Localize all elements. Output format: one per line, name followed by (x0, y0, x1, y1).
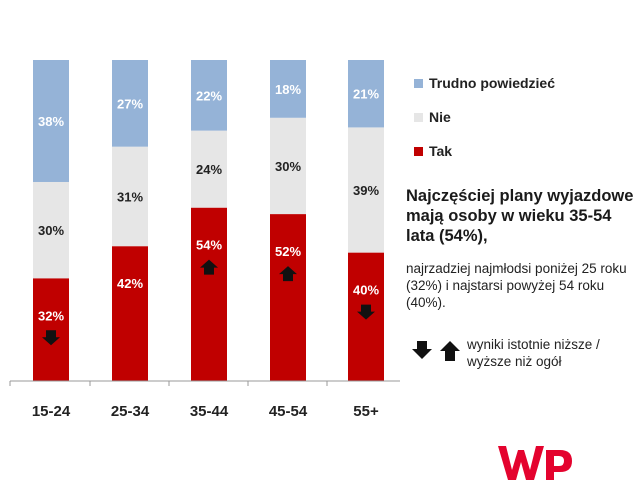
value-label-tak-35-44: 54% (196, 238, 222, 253)
legend-label-trudno: Trudno powiedzieć (429, 75, 556, 91)
legend-swatch-trudno (414, 78, 423, 88)
bar-nie-25-34 (112, 146, 148, 247)
value-label-nie-15-24: 30% (38, 223, 64, 238)
bar-tak-35-44 (191, 207, 227, 381)
legend-item-nie: Nie (414, 100, 555, 134)
bar-trudno-powiedzieć-35-44 (191, 60, 227, 131)
value-label-trudno-powiedzieć-25-34: 27% (117, 96, 143, 111)
x-tick-label-55+: 55+ (353, 403, 379, 420)
arrow-up-icon (279, 266, 297, 282)
x-tick-label-25-34: 25-34 (111, 403, 150, 420)
value-label-nie-55+: 39% (353, 183, 379, 198)
legend-item-tak: Tak (414, 134, 555, 168)
bar-tak-15-24 (33, 278, 69, 381)
legend-swatch-nie (414, 112, 423, 122)
value-label-nie-25-34: 31% (117, 189, 143, 204)
bar-trudno-powiedzieć-55+ (348, 60, 384, 128)
wp-logo (498, 446, 572, 480)
bar-tak-25-34 (112, 246, 148, 381)
headline-text: Najczęściej plany wyjazdowe mają osoby w… (406, 187, 634, 245)
legend-label-nie: Nie (429, 109, 451, 125)
value-label-trudno-powiedzieć-35-44: 22% (196, 88, 222, 103)
note-arrows (412, 341, 460, 361)
value-label-trudno-powiedzieć-45-54: 18% (275, 82, 301, 97)
arrow-down-icon (42, 330, 60, 346)
bar-nie-45-54 (270, 117, 306, 215)
legend-swatch-tak (414, 146, 423, 156)
bar-nie-55+ (348, 127, 384, 253)
arrow-up-icon (200, 259, 218, 275)
value-label-tak-15-24: 32% (38, 308, 64, 323)
value-label-nie-45-54: 30% (275, 159, 301, 174)
x-tick-label-35-44: 35-44 (190, 403, 229, 420)
value-label-nie-35-44: 24% (196, 162, 222, 177)
value-label-tak-45-54: 52% (275, 244, 301, 259)
chart-legend: Trudno powiedzieć Nie Tak (414, 66, 555, 168)
arrow-up-icon (440, 341, 460, 361)
value-label-trudno-powiedzieć-15-24: 38% (38, 114, 64, 129)
x-tick-label-15-24: 15-24 (32, 403, 71, 420)
bar-nie-15-24 (33, 181, 69, 279)
note-text: wyniki istotnie niższe / wyższe niż ogół (467, 337, 600, 369)
value-label-tak-55+: 40% (353, 283, 379, 298)
stacked-bar-chart: 32% 30% 38% 15-24 42% 31% 27% 25-34 54% 24% 22% 35-… (9, 60, 400, 420)
legend-item-trudno: Trudno powiedzieć (414, 66, 555, 100)
bar-trudno-powiedzieć-25-34 (112, 60, 148, 147)
legend-label-tak: Tak (429, 143, 453, 159)
x-tick-label-45-54: 45-54 (269, 403, 308, 420)
value-label-trudno-powiedzieć-55+: 21% (353, 87, 379, 102)
bar-tak-45-54 (270, 214, 306, 381)
bar-nie-35-44 (191, 130, 227, 208)
bar-trudno-powiedzieć-45-54 (270, 60, 306, 118)
arrow-down-icon (357, 304, 375, 320)
bar-trudno-powiedzieć-15-24 (33, 60, 69, 182)
arrow-down-icon (412, 341, 432, 359)
value-label-tak-25-34: 42% (117, 276, 143, 291)
subtext: najrzadziej najmłodsi poniżej 25 roku (3… (406, 261, 627, 310)
